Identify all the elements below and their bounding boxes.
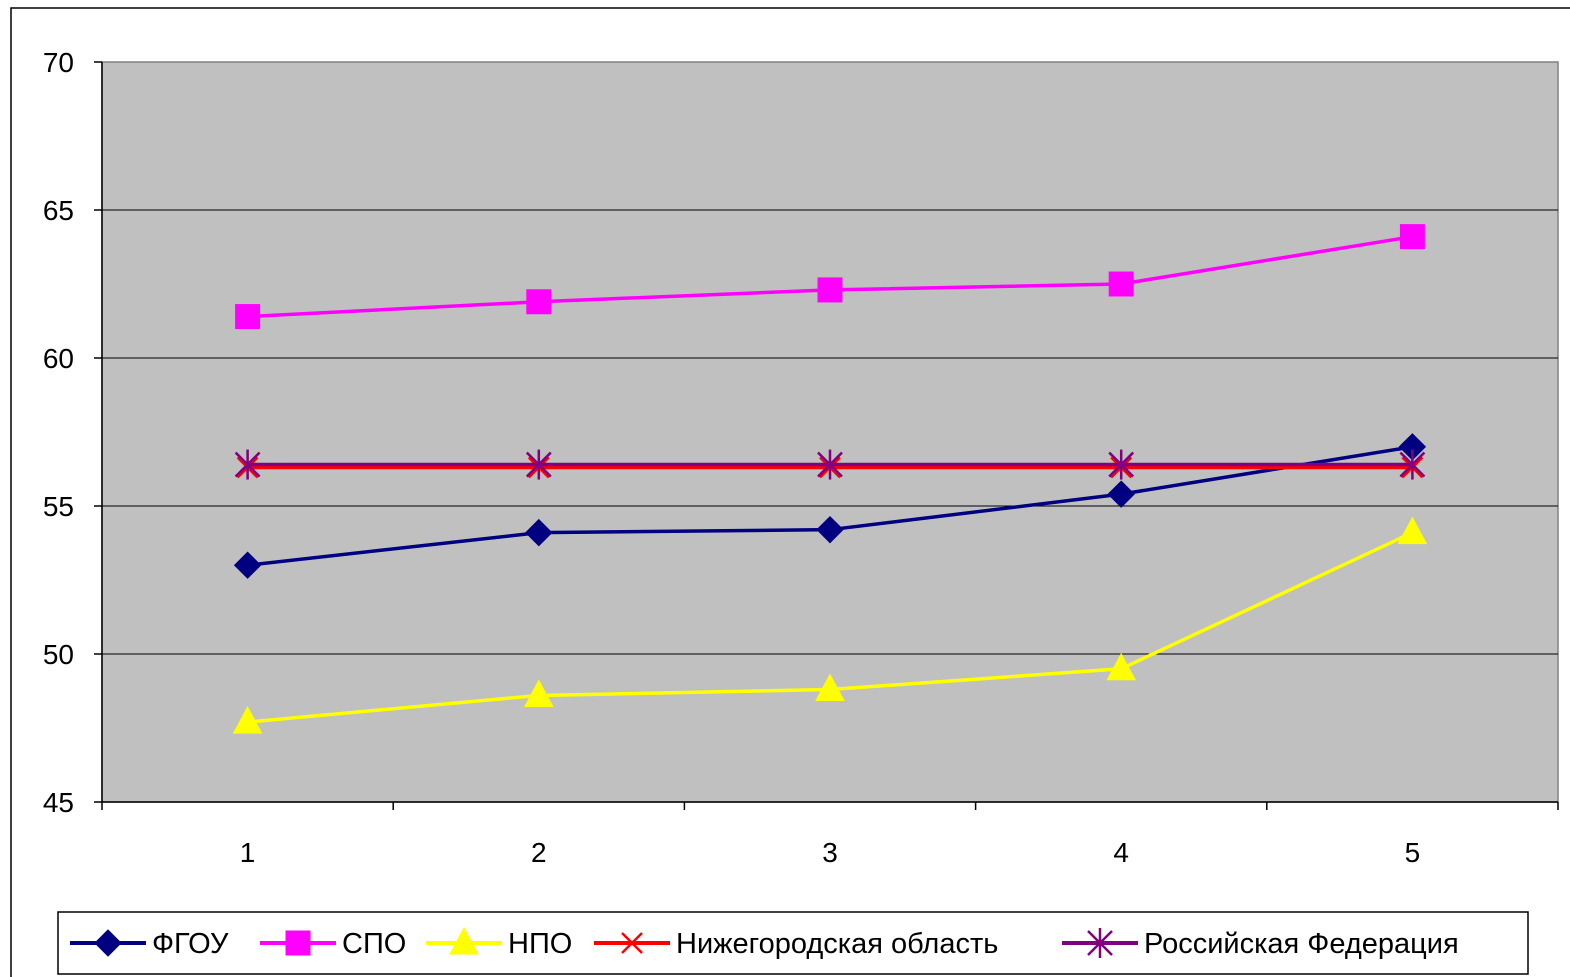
- data-point-x: [621, 932, 643, 954]
- data-point-diamond: [94, 929, 122, 957]
- x-tick-label: 2: [531, 837, 547, 868]
- data-point-square: [1399, 224, 1425, 250]
- x-tick-label: 3: [822, 837, 838, 868]
- data-point-triangle: [232, 706, 263, 734]
- data-point-diamond: [233, 551, 262, 579]
- data-point-diamond: [1107, 480, 1135, 508]
- x-tick-label: 5: [1405, 837, 1421, 868]
- series-5: [234, 449, 1426, 480]
- series-2: [235, 224, 1425, 330]
- y-tick-label: 70: [43, 47, 74, 78]
- legend-label: СПО: [342, 928, 406, 960]
- data-point-triangle: [815, 673, 845, 702]
- series-3: [232, 516, 1428, 734]
- data-point-triangle: [1106, 652, 1137, 681]
- data-point-star: [1087, 928, 1113, 958]
- y-tick-label: 50: [43, 639, 74, 670]
- y-tick-label: 55: [43, 491, 74, 522]
- data-point-triangle: [523, 679, 554, 707]
- y-tick-label: 45: [43, 787, 74, 818]
- data-point-triangle: [449, 926, 479, 955]
- x-mark-stroke: [621, 932, 643, 954]
- legend-entry: Нижегородская область: [594, 928, 998, 960]
- legend-label: НПО: [508, 928, 572, 960]
- legend-entry: СПО: [260, 928, 406, 960]
- data-point-square: [526, 289, 552, 315]
- data-point-star: [1108, 449, 1135, 480]
- data-point-triangle: [1397, 516, 1428, 545]
- y-tick-label: 60: [43, 343, 74, 374]
- x-tick-label: 4: [1113, 837, 1129, 868]
- data-point-star: [234, 449, 261, 480]
- data-point-square: [285, 930, 311, 956]
- series-1: [233, 433, 1427, 579]
- data-point-diamond: [525, 518, 553, 547]
- legend-label: ФГОУ: [152, 928, 229, 960]
- x-tick-label: 1: [240, 837, 256, 868]
- legend-entry: ФГОУ: [70, 928, 229, 960]
- data-point-star: [1399, 449, 1426, 480]
- series-layer: [232, 224, 1428, 734]
- data-point-square: [1108, 271, 1134, 297]
- legend-entry: Российская Федерация: [1062, 928, 1459, 960]
- gridlines: [102, 209, 1558, 655]
- legend: ФГОУ СПО НПО Нижегородская область Российска…: [57, 911, 1529, 975]
- legend-entry: НПО: [426, 926, 572, 960]
- data-point-star: [817, 449, 843, 480]
- legend-label: Нижегородская область: [676, 928, 998, 960]
- data-point-square: [817, 277, 843, 303]
- data-point-square: [235, 304, 261, 330]
- data-point-diamond: [816, 515, 844, 544]
- y-tick-label: 65: [43, 195, 74, 226]
- legend-label: Российская Федерация: [1144, 928, 1459, 960]
- data-point-star: [525, 449, 552, 480]
